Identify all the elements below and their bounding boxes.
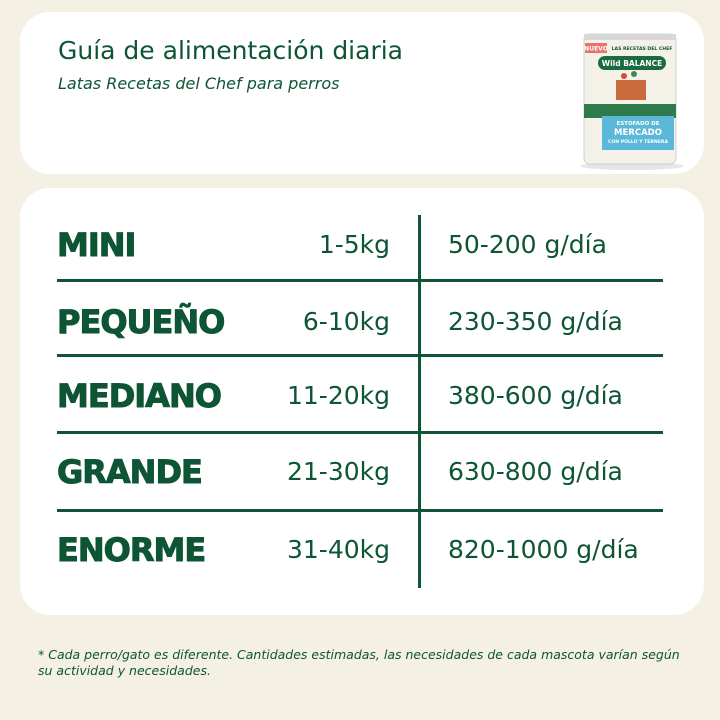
row-divider xyxy=(57,431,663,434)
page-subtitle: Latas Recetas del Chef para perros xyxy=(58,74,340,93)
size-label: MINI xyxy=(56,226,136,265)
footnote: * Cada perro/gato es diferente. Cantidad… xyxy=(38,647,680,678)
feeding-table: MINI 1-5kg 50-200 g/día PEQUEÑO 6-10kg 2… xyxy=(20,188,704,615)
can-line: LAS RECETAS DEL CHEF xyxy=(612,46,673,52)
size-label: GRANDE xyxy=(57,453,204,492)
daily-portion: 230-350 g/día xyxy=(448,307,623,336)
table-row: ENORME 31-40kg 820-1000 g/día xyxy=(20,513,704,589)
table-row: PEQUEÑO 6-10kg 230-350 g/día xyxy=(20,285,704,361)
row-divider xyxy=(57,279,663,282)
weight-range: 21-30kg xyxy=(287,457,390,486)
size-label: MEDIANO xyxy=(57,377,223,416)
can-recipe: ESTOFADO DE xyxy=(616,121,659,127)
can-badge: NUEVO xyxy=(584,46,608,53)
table-row: GRANDE 21-30kg 630-800 g/día xyxy=(20,435,704,511)
size-label: PEQUEÑO xyxy=(56,303,225,342)
can-recipe-name: MERCADO xyxy=(614,128,662,138)
daily-portion: 50-200 g/día xyxy=(448,230,607,259)
product-can-image: NUEVO LAS RECETAS DEL CHEF Wild BALANCE … xyxy=(580,33,684,170)
header-card: Guía de alimentación diaria Latas Receta… xyxy=(20,12,704,174)
table-row: MEDIANO 11-20kg 380-600 g/día xyxy=(20,359,704,435)
weight-range: 1-5kg xyxy=(318,230,390,259)
weight-range: 31-40kg xyxy=(287,535,390,564)
weight-range: 6-10kg xyxy=(302,307,390,336)
daily-portion: 380-600 g/día xyxy=(448,381,623,410)
size-label: ENORME xyxy=(56,531,206,570)
daily-portion: 820-1000 g/día xyxy=(448,535,639,564)
row-divider xyxy=(57,509,663,512)
can-recipe-detail: CON POLLO Y TERNERA xyxy=(608,139,668,145)
row-divider xyxy=(57,354,663,357)
page-title: Guía de alimentación diaria xyxy=(58,36,403,65)
daily-portion: 630-800 g/día xyxy=(448,457,623,486)
weight-range: 11-20kg xyxy=(287,381,390,410)
can-brand: Wild BALANCE xyxy=(602,59,662,68)
table-row: MINI 1-5kg 50-200 g/día xyxy=(20,208,704,284)
column-divider xyxy=(418,215,421,588)
